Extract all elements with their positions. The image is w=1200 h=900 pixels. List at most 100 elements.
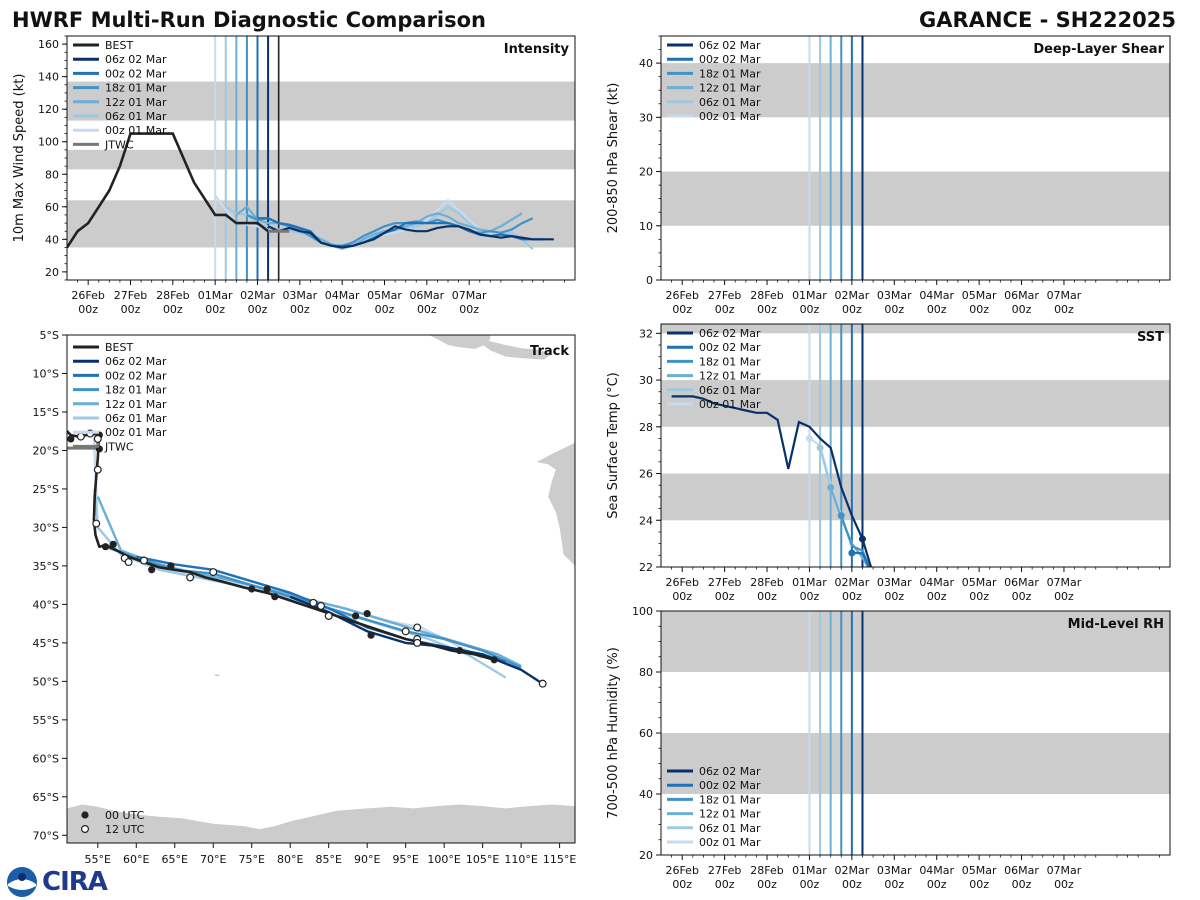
track-point-12utc: [413, 623, 422, 632]
track-lon-label: 105°E: [466, 853, 499, 866]
rh-panel: 2040608010026Feb00z27Feb00z28Feb00z01Mar…: [606, 605, 1171, 891]
track-point-12utc: [93, 465, 102, 474]
sst-series-marker: [837, 512, 845, 520]
rh-plot-area: [661, 611, 1170, 855]
sst-xtick-label: 00z: [1054, 590, 1074, 603]
sst-band-2: [661, 324, 1170, 334]
noaa-logo-icon: [7, 867, 37, 897]
rh-ytick-label: 80: [639, 666, 653, 679]
sst-ytick-label: 32: [639, 327, 653, 340]
sst-xtick-label: 05Mar: [962, 576, 997, 589]
shear-title: Deep-Layer Shear: [1033, 42, 1164, 57]
sst-ytick-label: 26: [639, 468, 653, 481]
java-land: [474, 338, 552, 360]
shear-legend-label: 00z 01 Mar: [699, 110, 761, 123]
sst-series-line: [851, 551, 871, 567]
track-panel: 5°S 10°S 15°S 20°S 25°S 30°S 35°S 40°S 45°S 50°S 5…: [33, 329, 577, 866]
sst-panel: 22242628303226Feb00z27Feb00z28Feb00z01Ma…: [606, 323, 1171, 603]
rh-band-0: [661, 733, 1170, 794]
sst-ylabel: Sea Surface Temp (°C): [606, 372, 621, 519]
intensity-title: Intensity: [504, 42, 570, 57]
rh-xtick-label: 05Mar: [962, 864, 997, 877]
track-lon-label: 80°E: [277, 853, 303, 866]
track-point-00utc: [109, 540, 117, 548]
sst-xtick-label: 00z: [757, 590, 777, 603]
track-lon-label: 110°E: [504, 853, 537, 866]
sst-legend-label: 18z 01 Mar: [699, 355, 761, 368]
shear-legend-label: 00z 02 Mar: [699, 53, 761, 66]
track-lat-label: 25°S: [33, 483, 59, 496]
track-point-00utc: [101, 543, 110, 551]
intensity-xtick-label: 28Feb: [156, 289, 189, 302]
intensity-band-1: [67, 149, 575, 170]
shear-ytick-label: 0: [646, 274, 653, 287]
intensity-best-line: [67, 132, 279, 249]
shear-ytick-label: 20: [639, 166, 653, 179]
shear-xtick-label: 05Mar: [962, 289, 997, 302]
rh-legend-label: 12z 01 Mar: [699, 808, 761, 821]
intensity-xtick-label: 00z: [248, 303, 268, 316]
track-lat-label: 55°S: [33, 714, 59, 727]
shear-legend-label: 18z 01 Mar: [699, 67, 761, 80]
rh-legend-label: 00z 01 Mar: [699, 836, 761, 849]
track-lat-label: 45°S: [33, 637, 59, 650]
intensity-series-line: [246, 213, 534, 247]
shear-ylabel: 200-850 hPa Shear (kt): [606, 83, 621, 234]
track-lon-label: 60°E: [123, 853, 149, 866]
track-legend-label: JTWC: [104, 440, 134, 453]
track-legend-label: 00z 02 Mar: [105, 369, 167, 382]
shear-band-0: [661, 171, 1170, 226]
rh-ylabel: 700-500 hPa Humidity (%): [606, 647, 621, 819]
shear-xtick-label: 27Feb: [708, 289, 741, 302]
sst-xtick-label: 06Mar: [1004, 576, 1039, 589]
intensity-ytick-label: 40: [45, 233, 59, 246]
legend-label-00utc: 00 UTC: [105, 809, 145, 822]
rh-legend-label: 06z 01 Mar: [699, 822, 761, 835]
sst-legend-label: 00z 01 Mar: [699, 398, 761, 411]
track-point-12utc: [209, 568, 218, 577]
track-point-00utc: [367, 631, 375, 639]
rh-ytick-label: 60: [639, 727, 653, 740]
intensity-panel: 2040608010012014016026Feb00z27Feb00z28Fe…: [12, 35, 576, 316]
track-point-00utc: [271, 593, 279, 601]
track-best-line: [67, 430, 495, 662]
intensity-xtick-label: 27Feb: [114, 289, 147, 302]
shear-xtick-label: 02Mar: [834, 289, 869, 302]
intensity-xtick-label: 02Mar: [240, 289, 275, 302]
sst-xtick-label: 26Feb: [665, 576, 698, 589]
sst-xtick-label: 28Feb: [750, 576, 783, 589]
shear-xtick-label: 00z: [757, 303, 777, 316]
intensity-ytick-label: 120: [38, 103, 59, 116]
track-legend-label: 06z 01 Mar: [105, 412, 167, 425]
intensity-xtick-label: 00z: [205, 303, 225, 316]
rh-xtick-label: 00z: [800, 878, 820, 891]
track-lat-label: 10°S: [33, 367, 59, 380]
track-lon-label: 75°E: [239, 853, 265, 866]
track-legend-label: 00z 01 Mar: [105, 426, 167, 439]
rh-xtick-label: 00z: [1012, 878, 1032, 891]
shear-legend-label: 06z 01 Mar: [699, 96, 761, 109]
track-lon-label: 100°E: [427, 853, 460, 866]
intensity-plot-area: [67, 36, 575, 280]
track-lat-label: 15°S: [33, 406, 59, 419]
sst-xtick-label: 00z: [800, 590, 820, 603]
shear-band-1: [661, 63, 1170, 118]
track-legend-label: 18z 01 Mar: [105, 384, 167, 397]
sst-series-marker: [816, 444, 824, 452]
sst-band-0: [661, 473, 1170, 521]
rh-ytick-label: 40: [639, 788, 653, 801]
legend-label-12utc: 12 UTC: [105, 823, 145, 836]
track-point-12utc: [413, 638, 422, 647]
sst-xtick-label: 02Mar: [834, 576, 869, 589]
indonesia-land: [428, 335, 491, 349]
sst-legend-label: 06z 01 Mar: [699, 384, 761, 397]
track-plot-area: [67, 335, 575, 843]
sst-xtick-label: 00z: [672, 590, 692, 603]
intensity-ytick-label: 20: [45, 266, 59, 279]
rh-legend-label: 00z 02 Mar: [699, 779, 761, 792]
rh-xtick-label: 03Mar: [877, 864, 912, 877]
shear-xtick-label: 00z: [884, 303, 904, 316]
intensity-xtick-label: 04Mar: [325, 289, 360, 302]
sst-series-line: [671, 395, 873, 567]
